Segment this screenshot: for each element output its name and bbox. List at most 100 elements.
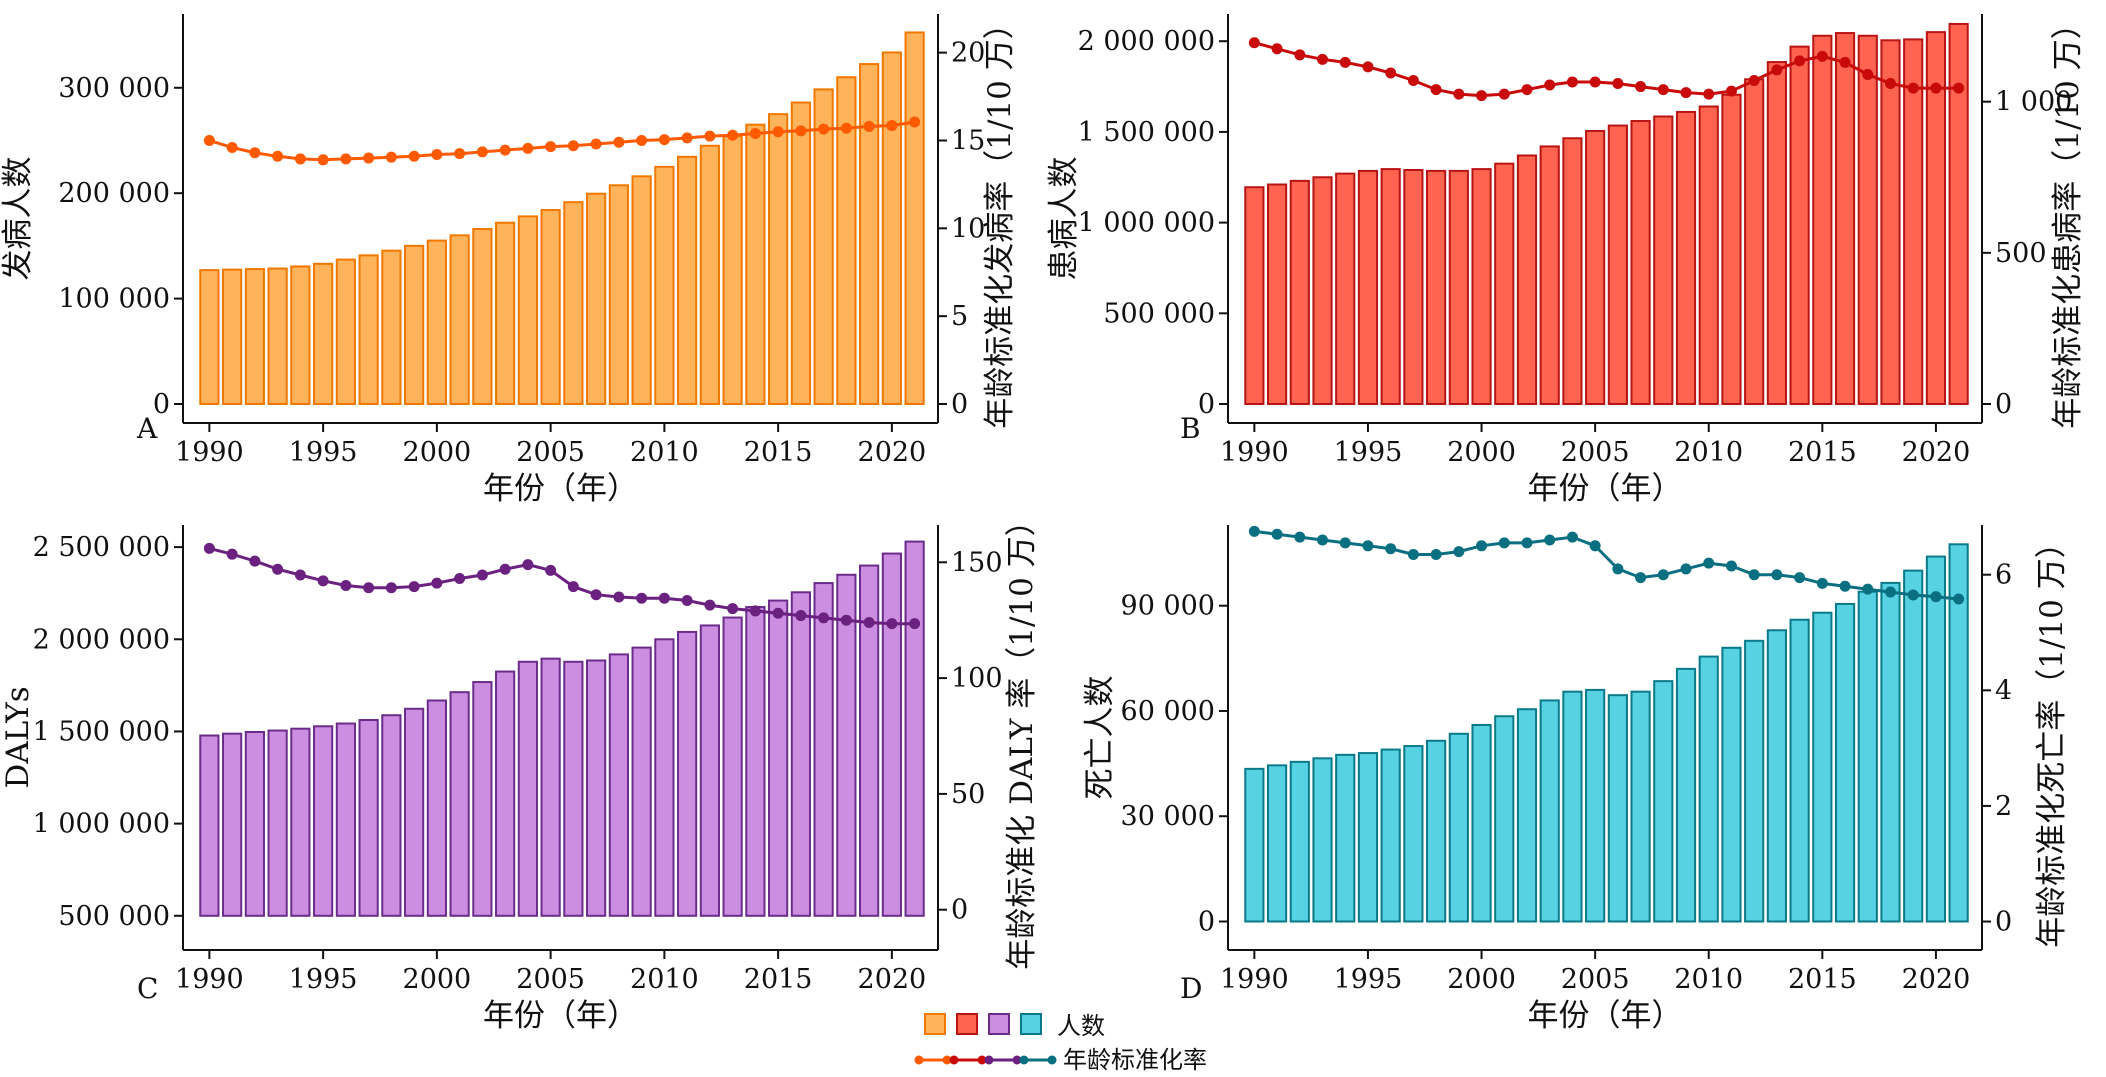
rate-point bbox=[613, 136, 625, 148]
y2-axis-title: 年龄标准化发病率（1/10 万） bbox=[982, 8, 1018, 428]
rate-point bbox=[226, 548, 238, 560]
rate-point bbox=[522, 142, 534, 154]
bar bbox=[677, 630, 698, 917]
bar bbox=[313, 262, 334, 406]
rate-point bbox=[1453, 88, 1465, 100]
rate-point bbox=[499, 144, 511, 156]
bar bbox=[1789, 618, 1810, 923]
bar bbox=[1448, 169, 1469, 405]
rate-point bbox=[1680, 87, 1692, 99]
rate-point bbox=[1589, 540, 1601, 552]
rate-point bbox=[1953, 593, 1965, 605]
bar bbox=[1630, 690, 1651, 923]
x-tick-label: 1995 bbox=[289, 964, 358, 995]
y-tick-label: 0 bbox=[1198, 389, 1215, 420]
legend-bar-swatch bbox=[956, 1013, 978, 1035]
bar bbox=[335, 722, 356, 917]
rate-point bbox=[272, 563, 284, 575]
x-tick-label: 1990 bbox=[175, 437, 244, 468]
rate-point bbox=[909, 116, 921, 128]
panel-a: 0 100 000 200 000 300 000 0 5 10 15 20 1990 1995 20… bbox=[0, 8, 1018, 507]
bar bbox=[1834, 32, 1856, 406]
y-axis-title: DALYs bbox=[0, 686, 36, 788]
rate-point bbox=[1907, 589, 1919, 601]
rate-point bbox=[1862, 68, 1874, 80]
x-axis-title: 年份（年） bbox=[1528, 998, 1683, 1034]
rate-point bbox=[886, 120, 898, 132]
y2-axis-title: 年龄标准化 DALY 率（1/10 万） bbox=[1004, 505, 1040, 969]
rate-point bbox=[1498, 537, 1510, 549]
rate-point bbox=[545, 564, 557, 576]
bar bbox=[1516, 708, 1538, 923]
x-tick-label: 2000 bbox=[1447, 437, 1516, 468]
x-tick-label: 1990 bbox=[175, 964, 244, 995]
rate-point bbox=[1385, 67, 1397, 79]
rate-point bbox=[1271, 528, 1283, 540]
rate-line bbox=[1254, 529, 1959, 601]
rate-point bbox=[476, 569, 488, 581]
y-axis-title: 患病人数 bbox=[1046, 157, 1082, 281]
rate-point bbox=[363, 152, 375, 164]
legend-bar-swatches bbox=[924, 1013, 1042, 1035]
rate-point bbox=[476, 146, 488, 158]
bar bbox=[813, 582, 834, 917]
rate-point bbox=[1794, 572, 1806, 584]
legend-line-marker bbox=[984, 1055, 994, 1065]
bar bbox=[654, 638, 675, 917]
rate-point bbox=[1748, 75, 1760, 87]
y2-tick-label: 15 bbox=[951, 125, 985, 156]
rate-point bbox=[1612, 563, 1624, 575]
x-tick-label: 2010 bbox=[1674, 964, 1743, 995]
rate-point bbox=[658, 592, 670, 604]
bar bbox=[563, 660, 584, 917]
bar bbox=[904, 540, 925, 917]
rate-point bbox=[590, 138, 602, 150]
bar bbox=[358, 254, 379, 405]
x-tick-label: 2020 bbox=[1902, 964, 1971, 995]
bar-series bbox=[1244, 22, 1969, 406]
legend-line-swatches bbox=[914, 1055, 1057, 1065]
bar bbox=[1744, 78, 1765, 405]
bar bbox=[836, 76, 857, 405]
rate-point bbox=[681, 132, 693, 144]
bar bbox=[1494, 162, 1515, 405]
bar bbox=[1335, 172, 1356, 405]
bar bbox=[1380, 168, 1401, 405]
x-tick-label: 2000 bbox=[1447, 964, 1516, 995]
y2-tick-label: 1 000 bbox=[1995, 87, 2072, 118]
rate-point bbox=[408, 581, 420, 593]
rate-point bbox=[499, 563, 511, 575]
rate-point bbox=[1407, 548, 1419, 560]
bar bbox=[1880, 39, 1901, 405]
rate-point bbox=[636, 134, 648, 146]
bar bbox=[1721, 93, 1742, 406]
axes bbox=[1227, 525, 1983, 951]
y2-axis-title: 年龄标准化死亡率（1/10 万） bbox=[2034, 527, 2070, 947]
bar bbox=[517, 660, 538, 917]
bar bbox=[1675, 110, 1697, 405]
bar bbox=[222, 268, 243, 405]
bar bbox=[699, 144, 720, 406]
bar bbox=[1266, 764, 1288, 923]
rate-point bbox=[1589, 76, 1601, 88]
bar bbox=[1812, 611, 1833, 923]
rate-point bbox=[727, 603, 739, 615]
bar bbox=[790, 591, 811, 917]
y2-tick-label: 150 bbox=[951, 547, 1003, 578]
bar bbox=[677, 155, 698, 405]
bar bbox=[881, 51, 902, 406]
rate-point bbox=[658, 134, 670, 146]
x-tick-label: 2005 bbox=[516, 437, 585, 468]
bar bbox=[449, 234, 470, 405]
rate-point bbox=[567, 581, 579, 593]
x-axis-title: 年份（年） bbox=[483, 471, 638, 507]
rate-point bbox=[1657, 569, 1669, 581]
x-tick-label: 2000 bbox=[403, 964, 472, 995]
bar bbox=[1925, 555, 1947, 923]
rate-point bbox=[385, 151, 397, 163]
bar bbox=[1607, 124, 1628, 405]
rate-line-series bbox=[203, 116, 921, 166]
bar bbox=[608, 184, 629, 405]
x-tick-label: 1995 bbox=[1334, 437, 1403, 468]
bar bbox=[608, 653, 629, 917]
